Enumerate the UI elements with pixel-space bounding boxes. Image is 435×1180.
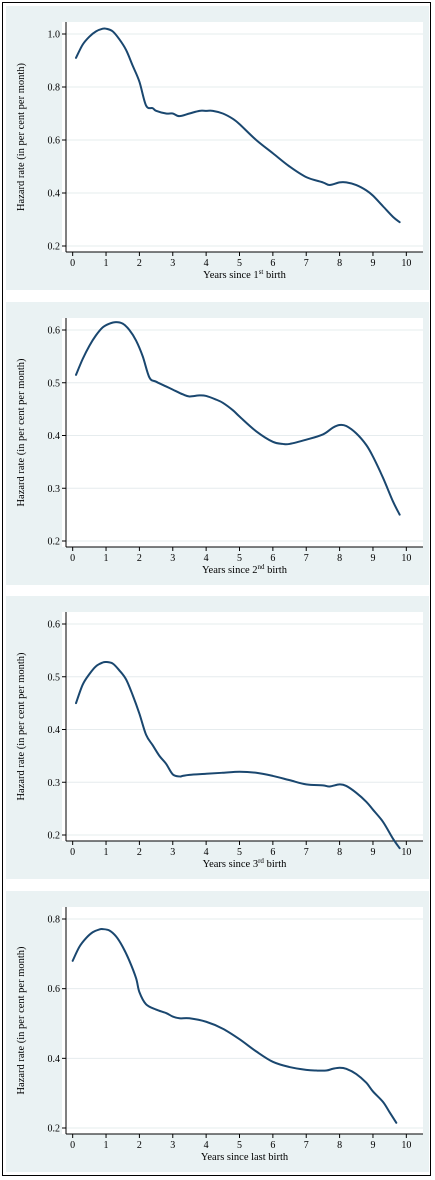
y-tick-label-0: 0.2: [48, 537, 61, 548]
y-tick-label-3: 0.5: [48, 378, 61, 389]
x-tick-label-7: 7: [304, 1140, 309, 1151]
y-tick-label-1: 0.3: [48, 484, 61, 495]
x-tick-label-8: 8: [337, 1140, 342, 1151]
x-tick-label-4: 4: [204, 258, 209, 269]
x-tick-label-5: 5: [237, 258, 242, 269]
plot-area: [62, 612, 423, 841]
y-tick-label-0: 0.2: [48, 1124, 61, 1135]
y-tick-label-0: 0.2: [48, 242, 61, 253]
x-tick-label-8: 8: [337, 847, 342, 858]
x-tick-label-0: 0: [70, 553, 75, 564]
hazard-rate-line: [71, 927, 398, 1124]
x-tick-label-2: 2: [137, 1140, 142, 1151]
hazard-rate-line: [75, 660, 401, 850]
x-tick-label-8: 8: [337, 258, 342, 269]
x-tick-label-10: 10: [401, 258, 411, 269]
hazard-rate-line: [75, 321, 401, 516]
x-tick-label-10: 10: [401, 847, 411, 858]
x-tick-label-6: 6: [270, 258, 275, 269]
x-axis-title: Years since 1st birth: [203, 268, 286, 281]
chart-panel-4: 0.2 0.4 0.6 0.8 0 1 2 3 4 5 6 7 8 9 10 Years since last…: [6, 891, 429, 1172]
y-tick-label-1: 0.3: [48, 778, 61, 789]
x-tick-label-10: 10: [401, 553, 411, 564]
x-tick-label-5: 5: [237, 847, 242, 858]
x-tick-label-2: 2: [137, 258, 142, 269]
x-tick-label-9: 9: [370, 1140, 375, 1151]
x-tick-label-0: 0: [70, 1140, 75, 1151]
x-tick-label-4: 4: [204, 553, 209, 564]
x-tick-label-5: 5: [237, 553, 242, 564]
y-tick-label-4: 0.6: [48, 326, 61, 337]
chart-panel-1: 0.2 0.4 0.6 0.8 1.0 0 1 2 3 4 5 6 7 8 9 10 Years since 1…: [6, 6, 429, 290]
chart-panel-2: 0.2 0.3 0.4 0.5 0.6 0 1 2 3 4 5 6 7 8 9 10 Years since 2…: [6, 302, 429, 585]
x-tick-label-1: 1: [104, 847, 109, 858]
hazard-rate-line: [75, 27, 401, 224]
x-tick-label-9: 9: [370, 258, 375, 269]
x-tick-label-2: 2: [137, 847, 142, 858]
x-tick-label-6: 6: [270, 1140, 275, 1151]
y-tick-label-4: 0.6: [48, 620, 61, 631]
x-tick-label-3: 3: [170, 847, 175, 858]
x-tick-label-1: 1: [104, 553, 109, 564]
x-tick-label-3: 3: [170, 553, 175, 564]
y-axis-title: Hazard rate (in per cent per month): [16, 946, 27, 1095]
y-tick-label-3: 0.8: [48, 915, 61, 926]
x-tick-label-1: 1: [104, 1140, 109, 1151]
x-tick-label-3: 3: [170, 258, 175, 269]
y-axis-title: Hazard rate (in per cent per month): [16, 652, 27, 801]
y-tick-label-4: 1.0: [48, 30, 61, 41]
x-tick-label-3: 3: [170, 1140, 175, 1151]
x-tick-label-10: 10: [401, 1140, 411, 1151]
x-tick-label-6: 6: [270, 847, 275, 858]
x-tick-label-4: 4: [204, 847, 209, 858]
x-tick-label-7: 7: [304, 847, 309, 858]
y-tick-label-1: 0.4: [48, 1054, 61, 1065]
y-tick-label-2: 0.4: [48, 725, 61, 736]
y-tick-label-2: 0.6: [48, 984, 61, 995]
y-tick-label-3: 0.5: [48, 672, 61, 683]
x-tick-label-9: 9: [370, 553, 375, 564]
plot-area: [62, 22, 423, 252]
y-tick-label-2: 0.4: [48, 431, 61, 442]
y-tick-label-0: 0.2: [48, 831, 61, 842]
x-tick-label-7: 7: [304, 258, 309, 269]
y-tick-label-2: 0.6: [48, 136, 61, 147]
x-tick-label-6: 6: [270, 553, 275, 564]
x-tick-label-5: 5: [237, 1140, 242, 1151]
y-axis-title: Hazard rate (in per cent per month): [16, 62, 27, 211]
y-tick-label-1: 0.4: [48, 189, 61, 200]
x-axis-title: Years since 2nd birth: [202, 563, 288, 576]
x-tick-label-0: 0: [70, 847, 75, 858]
x-tick-label-0: 0: [70, 258, 75, 269]
plot-area: [62, 318, 423, 547]
x-axis-title: Years since last birth: [201, 1152, 289, 1163]
x-tick-label-4: 4: [204, 1140, 209, 1151]
x-tick-label-1: 1: [104, 258, 109, 269]
y-axis-title: Hazard rate (in per cent per month): [16, 358, 27, 507]
x-tick-label-7: 7: [304, 553, 309, 564]
x-axis-title: Years since 3rd birth: [203, 857, 288, 870]
y-tick-label-3: 0.8: [48, 83, 61, 94]
x-tick-label-9: 9: [370, 847, 375, 858]
plot-area: [62, 907, 423, 1134]
x-tick-label-8: 8: [337, 553, 342, 564]
x-tick-label-2: 2: [137, 553, 142, 564]
chart-panel-3: 0.2 0.3 0.4 0.5 0.6 0 1 2 3 4 5 6 7 8 9 10 Years since 3…: [6, 596, 429, 879]
